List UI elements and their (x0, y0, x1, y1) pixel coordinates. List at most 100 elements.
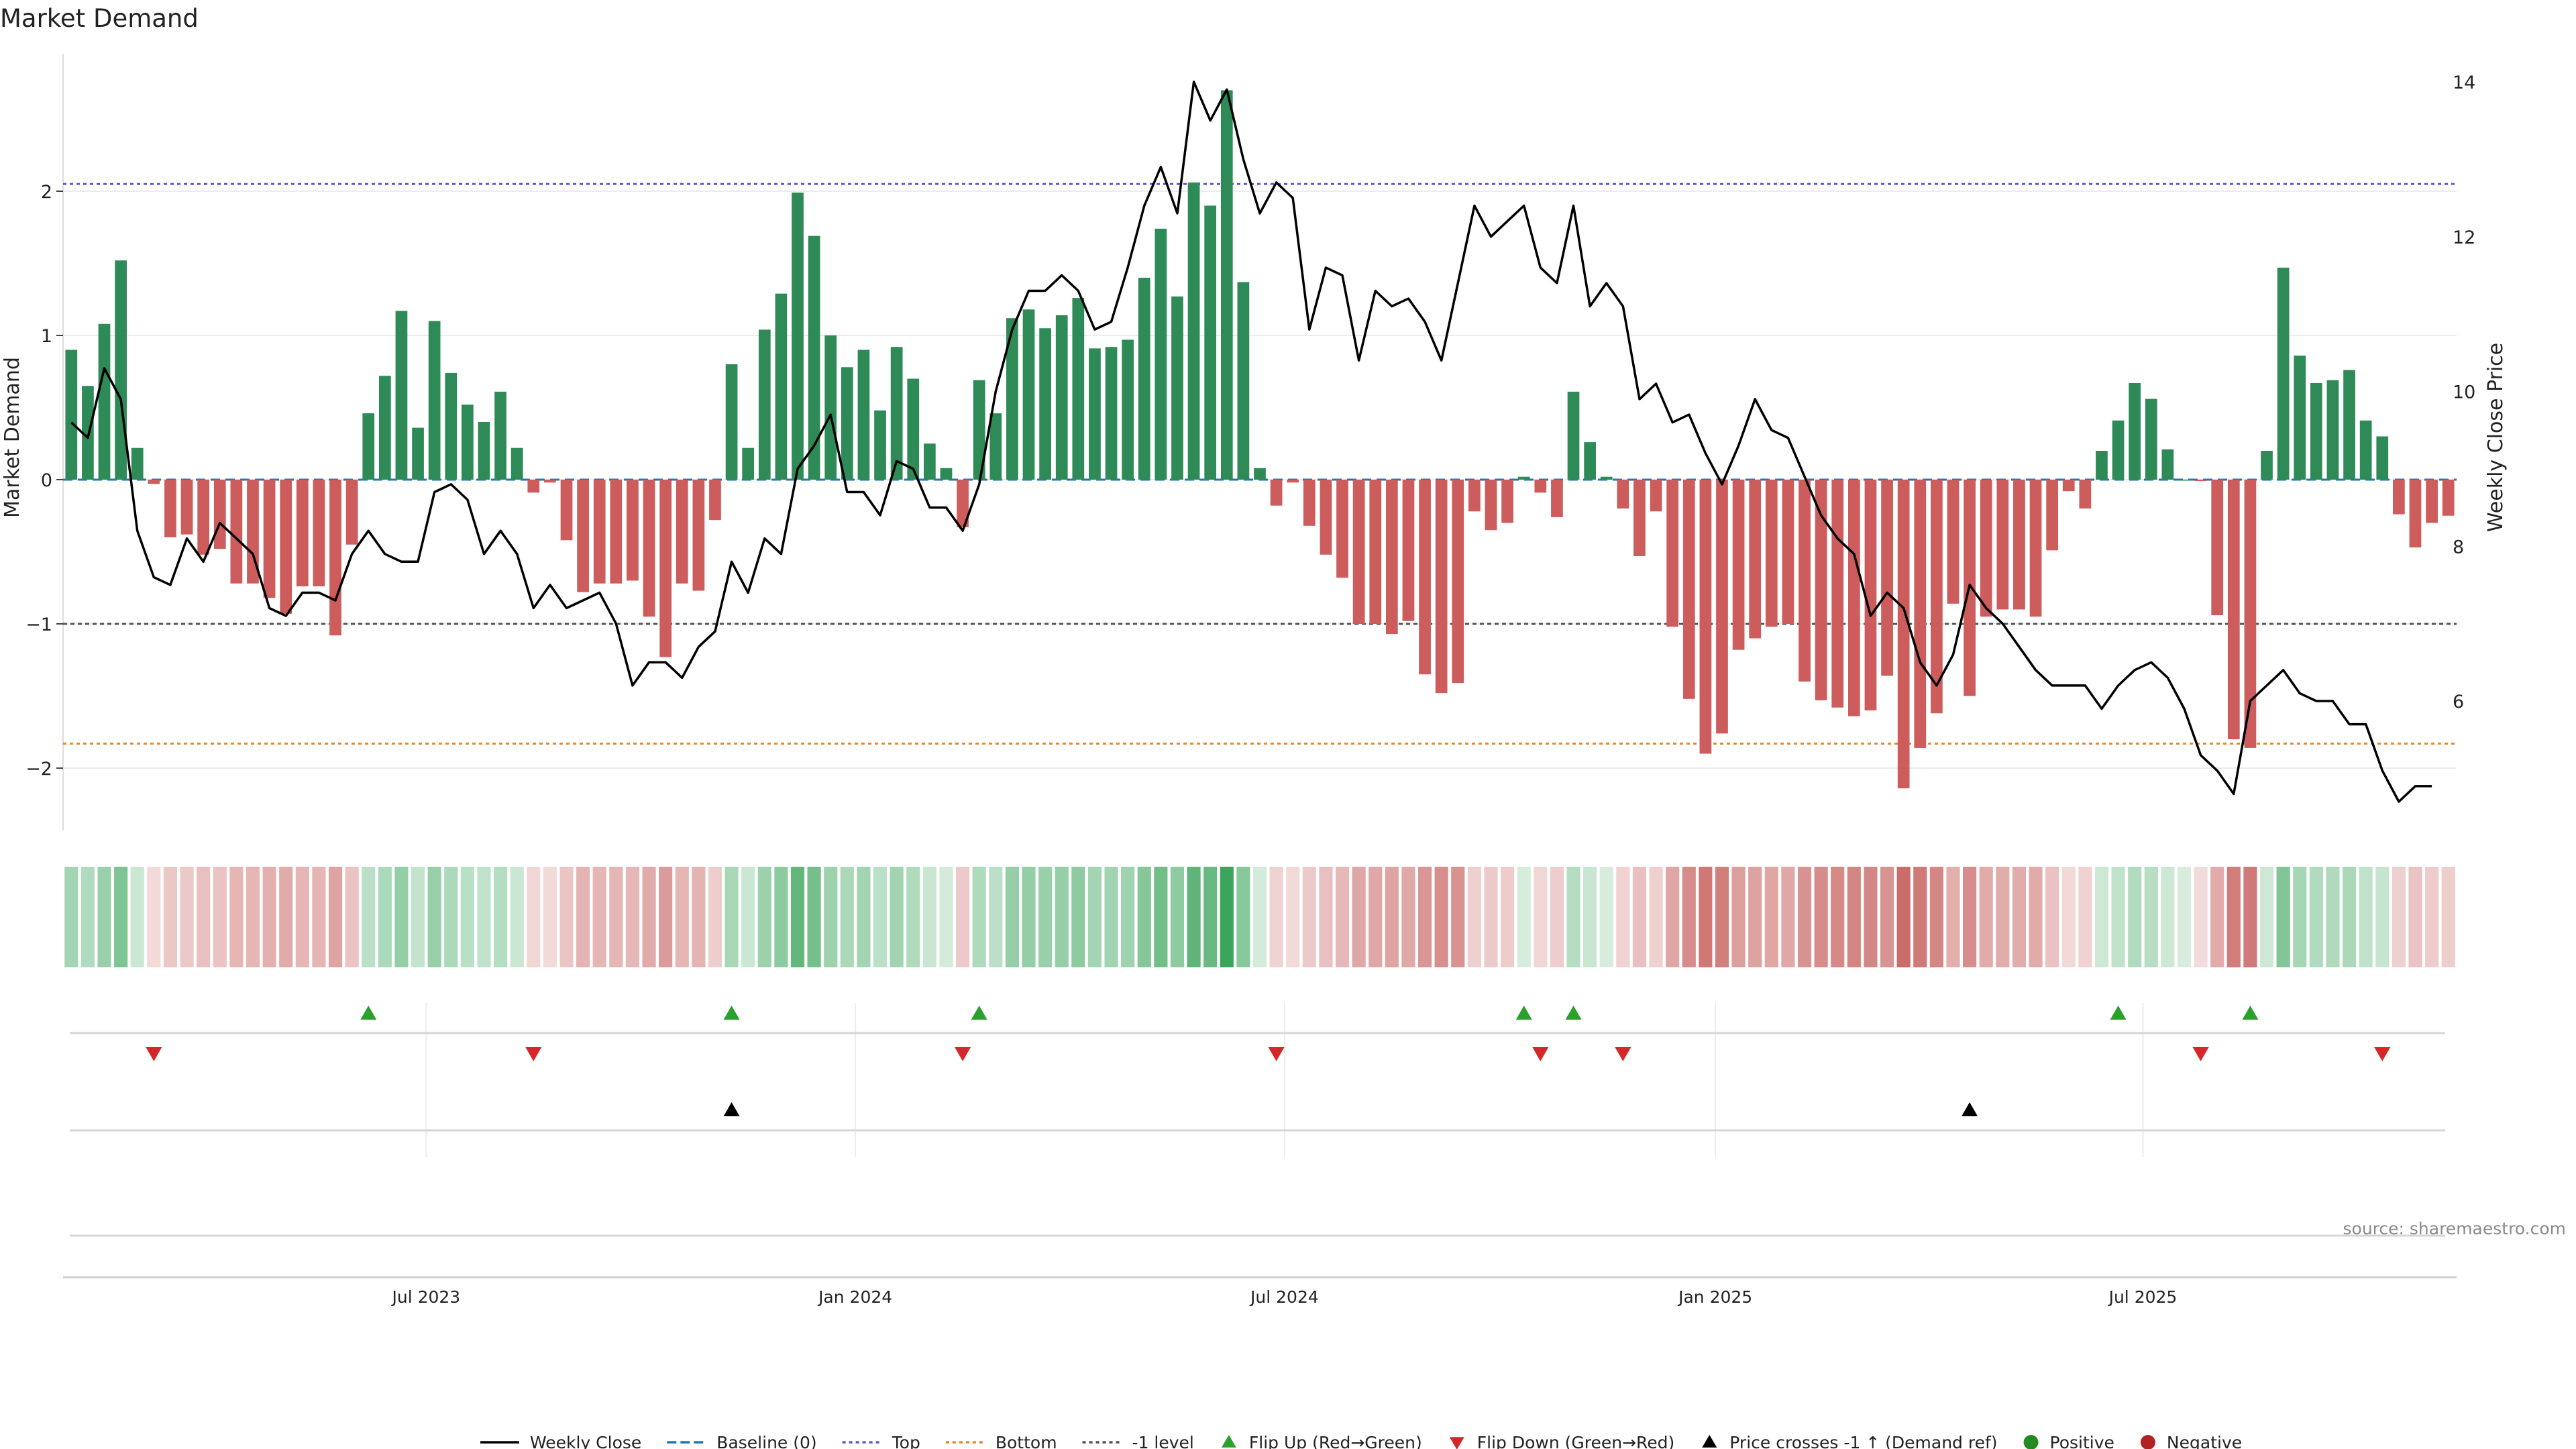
demand-bar (197, 480, 210, 555)
heat-cell (2094, 867, 2109, 967)
flip-down-marker (1615, 1047, 1631, 1061)
heat-cell (1517, 867, 1531, 967)
heat-cell (527, 867, 541, 967)
heat-cell (807, 867, 821, 967)
demand-bar (2426, 480, 2438, 523)
heat-cell (1963, 867, 1977, 967)
demand-bar (1089, 348, 1101, 480)
demand-bar (2359, 420, 2372, 480)
heat-cell (922, 867, 936, 967)
demand-bar (445, 372, 458, 480)
demand-bar (1336, 480, 1348, 578)
heat-cell (2210, 867, 2224, 967)
heat-cell (229, 867, 244, 967)
heat-cell (262, 867, 276, 967)
heat-cell (1946, 867, 1960, 967)
heat-cell (130, 867, 144, 967)
heat-cell (1831, 867, 1845, 967)
flip-down-marker (146, 1047, 162, 1061)
flip-up-marker (971, 1006, 987, 1020)
demand-bar (2393, 480, 2405, 515)
demand-bar (2046, 480, 2058, 551)
demand-bar (1254, 468, 1266, 480)
flip-down-marker (2192, 1047, 2209, 1061)
demand-bar (1171, 296, 1183, 480)
heat-cell (741, 867, 755, 967)
demand-bar (527, 480, 540, 493)
heat-cell (1896, 867, 1911, 967)
demand-bar (65, 350, 78, 480)
demand-bar (2442, 480, 2455, 516)
heat-cell (2243, 867, 2257, 967)
demand-bar (1931, 480, 1943, 714)
right-axis-label: Weekly Close Price (2484, 343, 2508, 532)
demand-bar (1303, 480, 1316, 526)
demand-bar (1584, 442, 1596, 480)
heat-cell (1071, 867, 1085, 967)
demand-bar (1815, 480, 1827, 700)
legend-label: Top (892, 1433, 920, 1449)
heat-cell (1385, 867, 1399, 967)
demand-bar (2310, 382, 2322, 480)
heat-cell (659, 867, 673, 967)
heat-cell (2441, 867, 2455, 967)
date-tick-label: Jul 2025 (2108, 1287, 2178, 1307)
demand-bar (1881, 480, 1893, 676)
heat-cell (1022, 867, 1036, 967)
heat-cell (1682, 867, 1696, 967)
heat-cell (2177, 867, 2192, 967)
demand-bar (2277, 267, 2290, 480)
heat-cell (1666, 867, 1680, 967)
heat-cell (1880, 867, 1894, 967)
heat-cell (906, 867, 920, 967)
heat-cell (1220, 867, 1234, 967)
demand-bar (1220, 90, 1233, 480)
demand-bar (1187, 182, 1200, 480)
demand-bar (2211, 480, 2224, 616)
heat-cell (592, 867, 606, 967)
heat-cell (1781, 867, 1795, 967)
heat-cell (2326, 867, 2340, 967)
heat-cell (64, 867, 78, 967)
demand-bar (428, 321, 441, 480)
demand-bar (1666, 480, 1679, 627)
heat-cell (246, 867, 260, 967)
right-tick-label: 8 (2453, 537, 2464, 557)
heat-cell (1286, 867, 1300, 967)
heat-cell (1847, 867, 1861, 967)
demand-bar (1320, 480, 1332, 555)
demand-bar (1732, 480, 1745, 650)
demand-bar (857, 350, 870, 480)
date-tick-label: Jan 2025 (1677, 1287, 1752, 1307)
demand-bar (1369, 480, 1382, 624)
demand-bar (1468, 480, 1481, 512)
heat-cell (1170, 867, 1185, 967)
heat-cell (2293, 867, 2307, 967)
demand-bar (824, 335, 837, 480)
demand-bar (1270, 480, 1283, 506)
heat-cell (1055, 867, 1069, 967)
demand-bar (2294, 356, 2306, 480)
legend-swatch (2140, 1435, 2155, 1449)
flip-up-marker (1515, 1006, 1532, 1020)
heat-cell (1005, 867, 1019, 967)
demand-bar (692, 480, 705, 591)
legend-label: Baseline (0) (716, 1433, 816, 1449)
demand-bar (2129, 382, 2141, 480)
heat-cell (2276, 867, 2290, 967)
demand-bar (1897, 480, 1910, 789)
legend-item: Price crosses -1 ↑ (Demand ref) (1702, 1433, 1998, 1449)
demand-bar (1716, 480, 1728, 734)
demand-bar (1452, 480, 1464, 684)
heat-cell (857, 867, 871, 967)
demand-bar (2145, 398, 2157, 480)
heat-cell (1616, 867, 1630, 967)
demand-bar (1782, 480, 1794, 624)
heat-cell (2061, 867, 2076, 967)
heat-cell (477, 867, 491, 967)
demand-bar (1155, 228, 1167, 480)
heat-cell (890, 867, 904, 967)
right-y-axis: 14 12 10 8 6 (2453, 72, 2475, 712)
demand-bars (65, 90, 2455, 789)
